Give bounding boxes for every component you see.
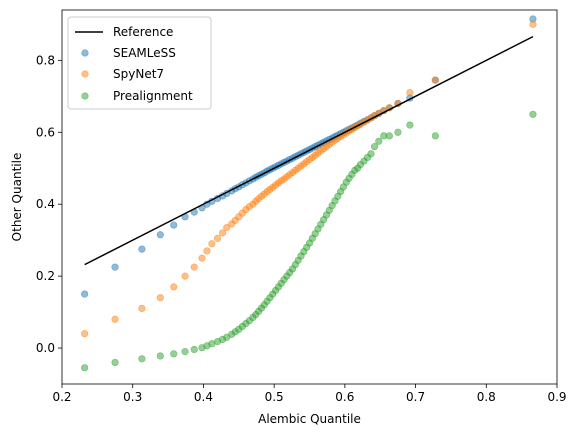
data-point	[371, 143, 378, 150]
data-point	[139, 246, 146, 253]
data-point	[204, 248, 211, 255]
data-point	[530, 111, 537, 118]
y-tick-label: 0.8	[36, 53, 55, 67]
data-point	[139, 356, 146, 363]
x-tick-label: 0.7	[406, 390, 425, 404]
data-point	[112, 264, 119, 271]
data-point	[170, 350, 177, 357]
data-point	[191, 346, 198, 353]
legend-label-seamless: SEAMLeSS	[113, 46, 176, 60]
data-point	[170, 284, 177, 291]
legend: Reference SEAMLeSS SpyNet7 Prealignment	[68, 17, 211, 109]
data-point	[214, 235, 221, 242]
data-point	[157, 231, 164, 238]
data-point	[386, 133, 393, 140]
data-point	[407, 89, 414, 96]
data-point	[219, 230, 226, 237]
x-axis: 0.2 0.3 0.4 0.5 0.6 0.7 0.8 0.9	[52, 384, 566, 404]
y-axis-label: Other Quantile	[10, 153, 24, 242]
x-tick-label: 0.5	[265, 390, 284, 404]
x-tick-label: 0.9	[547, 390, 566, 404]
legend-label-spynet7: SpyNet7	[113, 67, 164, 81]
y-axis: 0.0 0.2 0.4 0.6 0.8	[36, 53, 62, 355]
data-point	[112, 316, 119, 323]
data-point	[191, 264, 198, 271]
x-tick-label: 0.2	[52, 390, 71, 404]
x-tick-label: 0.8	[477, 390, 496, 404]
y-tick-label: 0.2	[36, 269, 55, 283]
data-point	[395, 129, 402, 136]
data-point	[112, 359, 119, 366]
y-tick-label: 0.4	[36, 197, 55, 211]
x-tick-label: 0.6	[335, 390, 354, 404]
data-point	[209, 240, 216, 247]
data-point	[432, 133, 439, 140]
legend-swatch-seamless	[82, 50, 89, 57]
legend-label-prealignment: Prealignment	[113, 89, 193, 103]
data-point	[81, 365, 88, 372]
data-point	[81, 330, 88, 337]
y-tick-label: 0.0	[36, 341, 55, 355]
data-point	[199, 255, 206, 262]
legend-swatch-spynet7	[82, 71, 89, 78]
data-point	[376, 138, 383, 145]
data-point	[530, 21, 537, 28]
data-point	[432, 77, 439, 84]
y-tick-label: 0.6	[36, 125, 55, 139]
legend-swatch-prealignment	[82, 93, 89, 100]
x-tick-label: 0.4	[194, 390, 213, 404]
data-point	[157, 353, 164, 360]
data-point	[170, 222, 177, 229]
x-tick-label: 0.3	[123, 390, 142, 404]
legend-label-reference: Reference	[113, 25, 173, 39]
data-point	[368, 151, 375, 158]
data-point	[139, 305, 146, 312]
data-point	[81, 291, 88, 298]
x-axis-label: Alembic Quantile	[258, 412, 361, 426]
data-point	[157, 294, 164, 301]
data-point	[182, 273, 189, 280]
data-point	[407, 122, 414, 129]
data-point	[182, 348, 189, 355]
